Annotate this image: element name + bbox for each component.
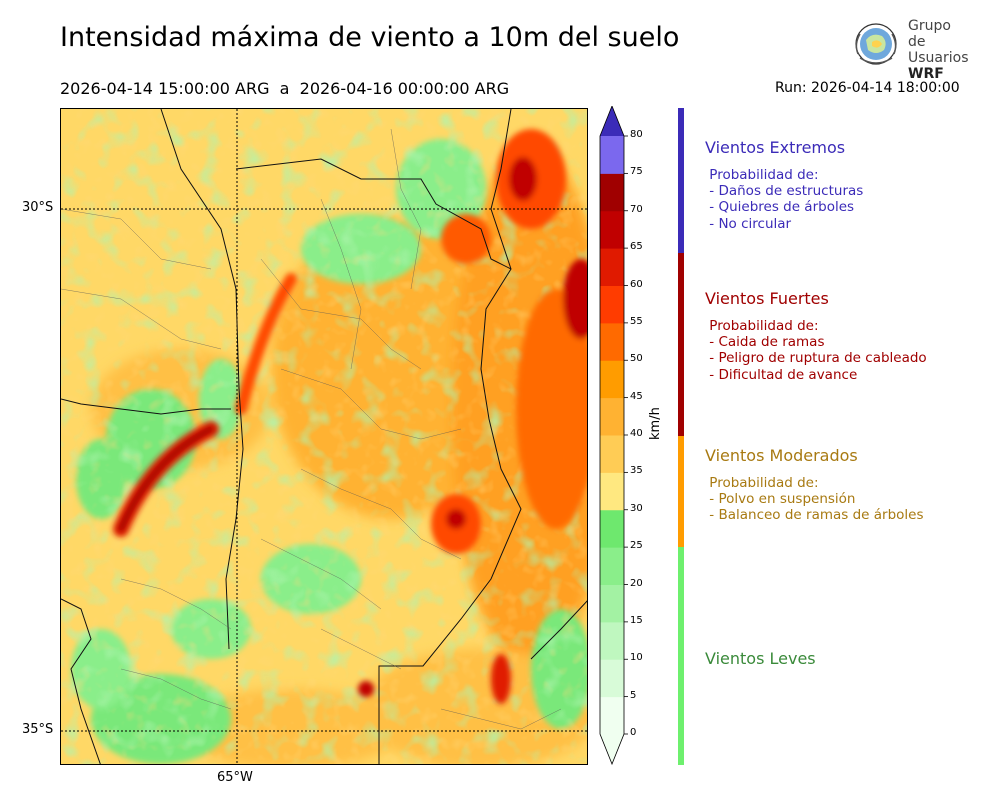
lat-label-30s: 30°S [22, 200, 54, 215]
globe-logo-icon [855, 23, 897, 65]
political-borders [61, 109, 587, 764]
colorbar-tick-label: 20 [630, 577, 643, 589]
colorbar-band [600, 509, 624, 548]
colorbar-band [600, 360, 624, 399]
colorbar-under-arrow [600, 734, 624, 764]
colorbar-band [600, 136, 624, 174]
colorbar-tick-label: 80 [630, 129, 643, 140]
colorbar-band [600, 285, 624, 324]
forecast-period: 2026-04-14 15:00:00 ARG a 2026-04-16 00:… [60, 79, 509, 98]
colorbar-band [600, 696, 624, 735]
legend-moderados-desc: Probabilidad de: - Polvo en suspensión -… [709, 475, 924, 524]
colorbar-tick-label: 70 [630, 203, 643, 215]
graticule [61, 109, 587, 764]
colorbar-tick-label: 45 [630, 390, 643, 402]
colorbar [599, 106, 628, 766]
map-title: Intensidad máxima de viento a 10m del su… [60, 22, 680, 53]
department-borders [61, 128, 562, 730]
colorbar-band [600, 659, 624, 698]
legend-extremos: Vientos Extremos Probabilidad de: - Daño… [705, 138, 863, 232]
legend-extremos-desc: Probabilidad de: - Daños de estructuras … [709, 167, 864, 232]
logo-text: Grupo de Usuarios WRF [908, 18, 969, 82]
legend-fuertes-desc: Probabilidad de: - Caida de ramas - Peli… [709, 318, 927, 383]
colorbar-tick-label: 60 [630, 278, 643, 290]
colorbar-band [600, 173, 624, 212]
colorbar-tick-label: 35 [630, 465, 643, 477]
colorbar-tick-label: 40 [630, 428, 643, 439]
colorbar-segments [599, 106, 625, 766]
colorbar-band [600, 547, 624, 585]
legend-extremos-title: Vientos Extremos [705, 138, 846, 157]
legend-fuertes: Vientos Fuertes Probabilidad de: - Caida… [705, 289, 927, 383]
colorbar-band [600, 472, 624, 511]
period-end: 2026-04-16 00:00:00 ARG [299, 79, 510, 98]
colorbar-tick-label: 15 [630, 614, 643, 626]
colorbar-band [600, 322, 624, 361]
colorbar-tick-label: 30 [630, 502, 643, 514]
colorbar-band [600, 584, 624, 623]
level-bar-moderados [678, 436, 684, 547]
colorbar-tick-label: 5 [630, 689, 637, 701]
legend-moderados: Vientos Moderados Probabilidad de: - Pol… [705, 446, 924, 524]
run-timestamp: Run: 2026-04-14 18:00:00 [775, 80, 960, 96]
colorbar-band [600, 210, 624, 249]
period-separator: a [279, 79, 290, 98]
colorbar-tick-label: 75 [630, 166, 643, 178]
colorbar-band [600, 397, 624, 436]
colorbar-tick-label: 0 [630, 727, 637, 738]
period-start: 2026-04-14 15:00:00 ARG [60, 79, 270, 98]
colorbar-tick-label: 65 [630, 241, 643, 253]
legend-leves: Vientos Leves [705, 649, 816, 668]
colorbar-over-arrow [600, 106, 624, 136]
wind-field-svg [61, 109, 587, 764]
colorbar-tick-label: 55 [630, 315, 643, 327]
colorbar-band [600, 248, 624, 286]
legend-moderados-title: Vientos Moderados [705, 446, 858, 465]
legend-fuertes-title: Vientos Fuertes [705, 289, 829, 308]
level-bar-leves [678, 547, 684, 765]
colorbar-ticks [624, 135, 628, 735]
colorbar-band [600, 621, 624, 660]
colorbar-tick-label: 25 [630, 540, 643, 552]
level-bar-fuertes [678, 253, 684, 436]
level-bar-extremos [678, 108, 684, 253]
lon-label-65w: 65°W [217, 770, 253, 785]
colorbar-unit: km/h [648, 407, 663, 440]
colorbar-tick-label: 10 [630, 652, 643, 664]
colorbar-band [600, 435, 624, 473]
legend-leves-title: Vientos Leves [705, 649, 816, 668]
strong-wind-cores [113, 129, 587, 704]
colorbar-tick-label: 50 [630, 353, 643, 365]
wind-map [60, 108, 588, 765]
grupo-usuarios-wrf-logo: Grupo de Usuarios WRF [848, 16, 970, 82]
lat-label-35s: 35°S [22, 722, 54, 737]
